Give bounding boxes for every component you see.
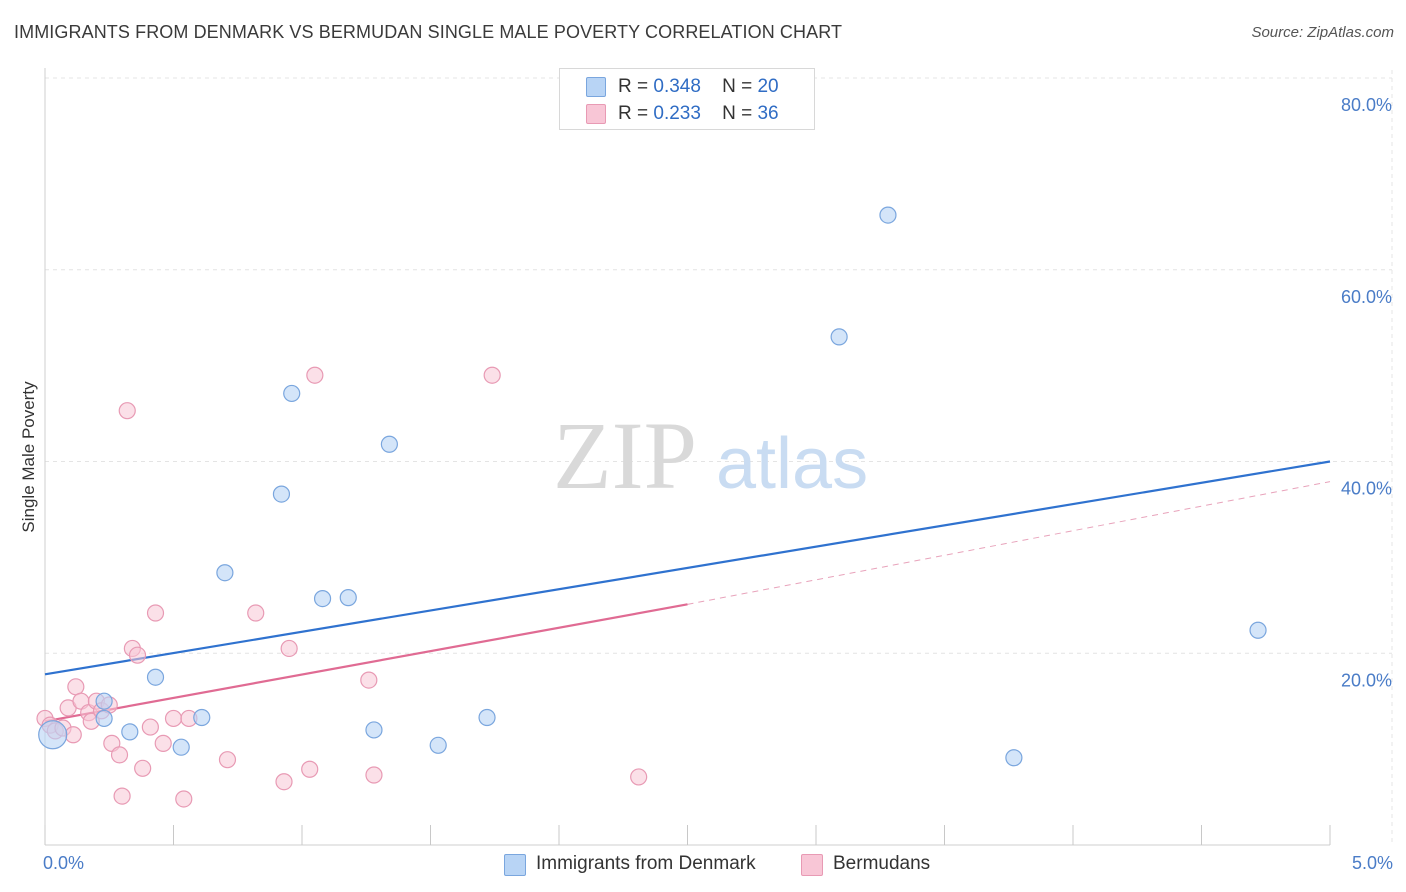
n-label: N = — [722, 76, 753, 97]
legend: R = 0.348 N = 20 R = 0.233 N = 36 — [559, 68, 815, 130]
data-point-bermudans — [218, 751, 237, 769]
data-point-bermudans — [175, 790, 193, 808]
trend-line-bermudans — [44, 603, 688, 723]
data-point-denmark — [1005, 749, 1023, 767]
chart-title: IMMIGRANTS FROM DENMARK VS BERMUDAN SING… — [14, 22, 843, 42]
y-axis-label: Single Male Poverty — [19, 381, 38, 533]
data-point-denmark — [380, 435, 398, 453]
data-point-denmark — [193, 708, 211, 727]
data-point-bermudans — [118, 402, 136, 420]
legend-text: R = 0.233 N = 36 — [618, 103, 779, 125]
data-point-bermudans — [64, 726, 82, 744]
data-point-bermudans — [483, 366, 501, 384]
x-tick-label: 0.0% — [43, 853, 84, 873]
x-tick-label: 5.0% — [1352, 853, 1393, 873]
y-tick-label: 20.0% — [1341, 670, 1392, 690]
data-points — [36, 206, 1267, 808]
data-point-denmark — [1249, 621, 1267, 639]
data-point-denmark — [313, 590, 332, 608]
y-tick-label: 40.0% — [1341, 479, 1392, 499]
data-point-denmark — [95, 709, 113, 728]
data-point-denmark — [478, 708, 496, 727]
data-point-denmark — [830, 328, 848, 346]
data-point-denmark — [172, 738, 190, 756]
data-point-denmark — [216, 564, 234, 582]
data-point-bermudans — [280, 639, 298, 658]
data-point-bermudans — [164, 709, 183, 728]
tick-labels: 20.0% 40.0% 60.0% 80.0% 0.0% 5.0% — [43, 95, 1393, 873]
data-point-bermudans — [113, 787, 131, 805]
data-point-denmark — [146, 668, 165, 686]
data-point-denmark — [339, 589, 357, 607]
watermark-atlas: atlas — [716, 424, 868, 504]
r-label: R = — [618, 76, 649, 97]
n-value: 36 — [757, 103, 779, 124]
data-point-bermudans — [275, 773, 293, 791]
data-point-denmark — [365, 721, 383, 739]
data-point-denmark — [283, 384, 301, 403]
data-point-bermudans — [247, 604, 265, 622]
data-point-bermudans — [154, 734, 172, 752]
data-point-bermudans — [146, 604, 165, 622]
n-value: 20 — [757, 76, 779, 97]
r-label: R = — [618, 103, 649, 124]
data-point-bermudans — [141, 718, 159, 736]
grid — [45, 70, 1393, 845]
data-point-denmark — [879, 206, 897, 224]
watermark-zip: ZIP — [553, 402, 697, 509]
legend-swatch-blue — [586, 77, 606, 97]
watermark: ZIP atlas — [553, 402, 868, 509]
bottom-legend-swatch-pink — [801, 854, 823, 876]
r-value: 0.348 — [653, 76, 701, 97]
data-point-denmark — [95, 692, 113, 710]
data-point-bermudans — [67, 678, 85, 696]
data-point-denmark — [121, 723, 139, 741]
data-point-bermudans — [134, 759, 152, 777]
data-point-denmark — [429, 736, 447, 754]
trend-lines — [44, 460, 1331, 723]
source-label: Source: ZipAtlas.com — [1251, 24, 1394, 41]
n-label: N = — [722, 103, 753, 124]
bottom-legend-swatch-blue — [504, 854, 526, 876]
data-point-denmark — [272, 485, 291, 503]
legend-text: R = 0.348 N = 20 — [618, 76, 779, 98]
data-point-bermudans — [360, 671, 378, 689]
legend-swatch-pink — [586, 104, 606, 124]
data-point-bermudans — [630, 768, 648, 786]
data-point-bermudans — [128, 646, 147, 664]
r-value: 0.233 — [653, 103, 701, 124]
data-point-bermudans — [365, 766, 383, 784]
y-tick-label: 60.0% — [1341, 287, 1392, 307]
data-point-bermudans — [306, 366, 324, 384]
bottom-legend-label: Immigrants from Denmark — [536, 853, 756, 874]
y-tick-label: 80.0% — [1341, 95, 1392, 115]
trend-line-denmark — [44, 460, 1331, 676]
data-point-bermudans — [110, 746, 129, 764]
bottom-legend-label: Bermudans — [833, 853, 931, 874]
data-point-denmark — [38, 720, 68, 750]
data-point-bermudans — [301, 760, 319, 778]
